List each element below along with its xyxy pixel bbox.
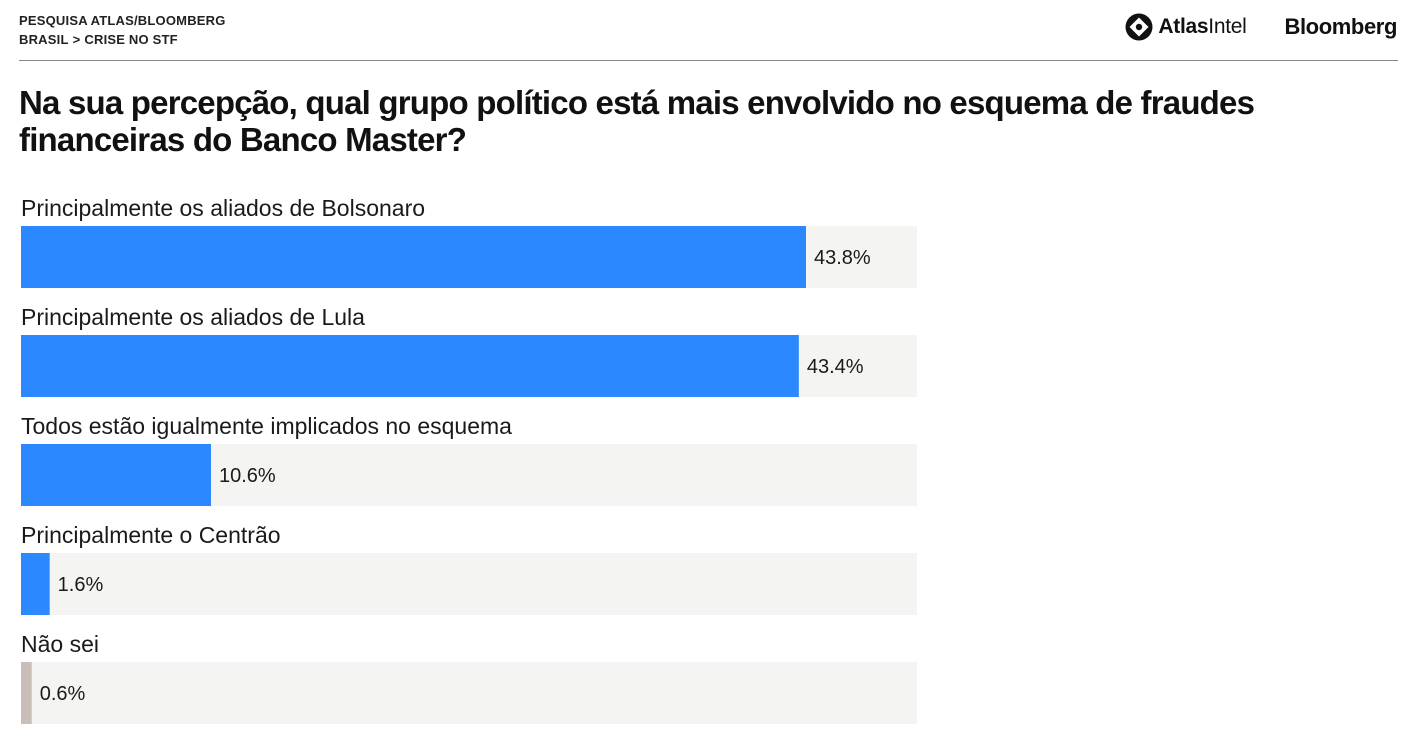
category-label: Principalmente o Centrão: [21, 522, 281, 548]
chart-title: Na sua percepção, qual grupo político es…: [19, 84, 1255, 158]
header-divider: [19, 60, 1398, 61]
value-label: 0.6%: [40, 683, 86, 705]
bar: [21, 226, 806, 288]
breadcrumb: BRASIL > CRISE NO STF: [19, 30, 226, 49]
bar: [21, 662, 32, 724]
value-label: 1.6%: [58, 574, 104, 596]
bar-row: Principalmente os aliados de Lula 43.4%: [21, 304, 917, 397]
category-label: Todos estão igualmente implicados no esq…: [21, 413, 512, 439]
atlasintel-mark-icon: [1125, 13, 1153, 41]
bar: [21, 553, 50, 615]
brand-logos: AtlasIntel Bloomberg: [1125, 10, 1397, 44]
bar: [21, 335, 799, 397]
bar-row: Principalmente os aliados de Bolsonaro 43…: [21, 195, 917, 288]
bar-row: Não sei 0.6%: [21, 631, 917, 724]
bar-track: [21, 553, 917, 615]
breadcrumb-topic: CRISE NO STF: [84, 32, 178, 47]
breadcrumb-separator: >: [72, 32, 81, 47]
bar-row: Principalmente o Centrão 1.6%: [21, 522, 917, 615]
value-label: 43.4%: [807, 356, 864, 378]
bloomberg-logo: Bloomberg: [1284, 14, 1397, 39]
bar-row: Todos estão igualmente implicados no esq…: [21, 413, 917, 506]
breadcrumb-country: BRASIL: [19, 32, 69, 47]
category-label: Principalmente os aliados de Bolsonaro: [21, 195, 425, 221]
category-label: Principalmente os aliados de Lula: [21, 304, 365, 330]
category-label: Não sei: [21, 631, 99, 657]
value-label: 10.6%: [219, 465, 276, 487]
value-label: 43.8%: [814, 247, 871, 269]
bar: [21, 444, 211, 506]
atlasintel-logo: AtlasIntel: [1125, 13, 1247, 41]
kicker: PESQUISA ATLAS/BLOOMBERG BRASIL > CRISE NO…: [19, 11, 226, 49]
bar-track: [21, 662, 917, 724]
kicker-source: PESQUISA ATLAS/BLOOMBERG: [19, 13, 226, 28]
atlasintel-wordmark: AtlasIntel: [1158, 15, 1247, 38]
